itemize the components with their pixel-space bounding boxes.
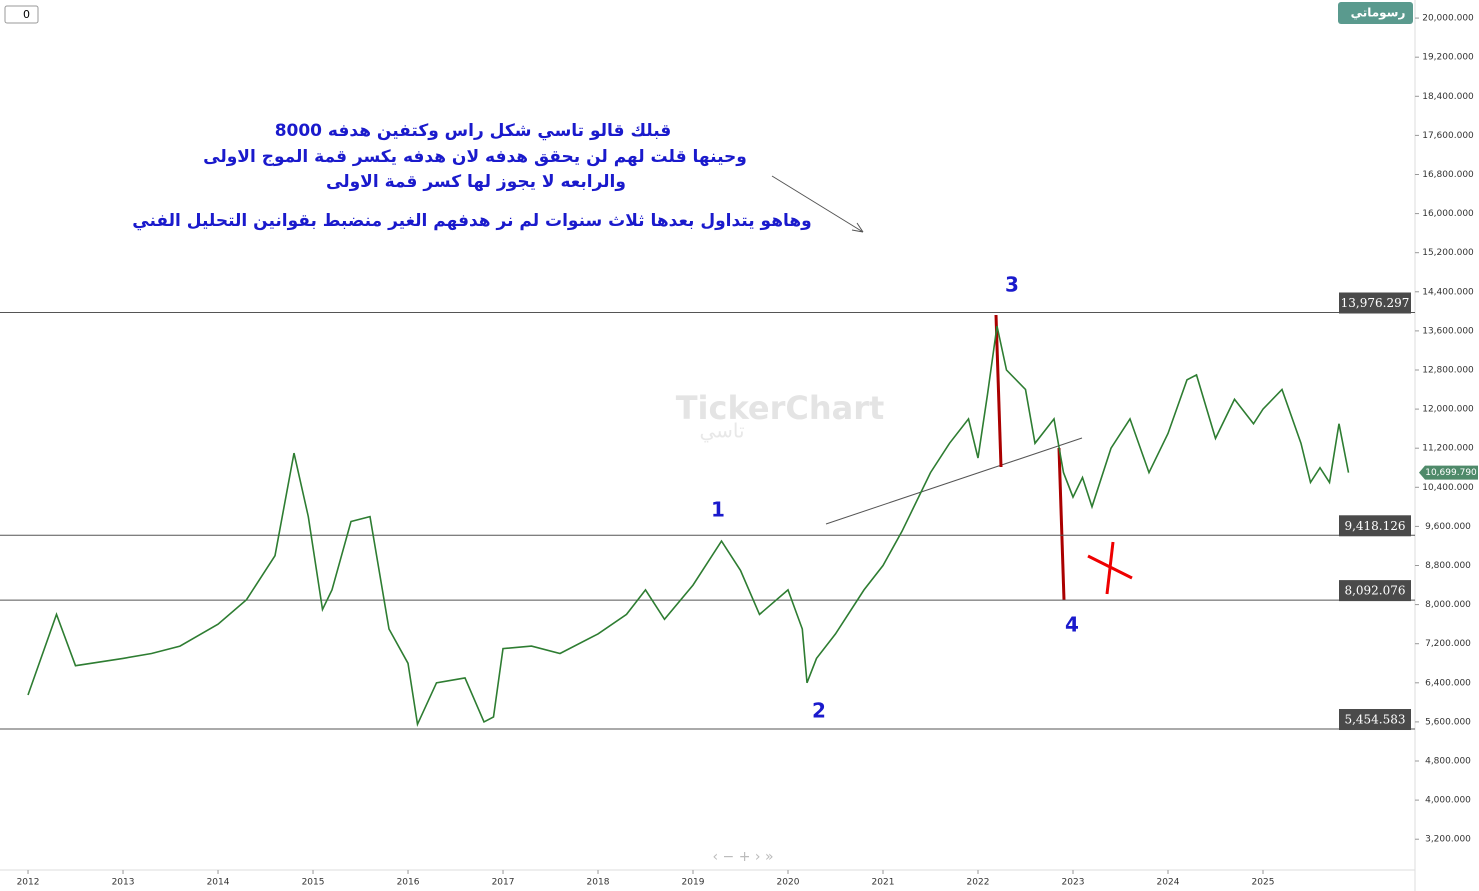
y-tick-label: 10,400.000 bbox=[1422, 483, 1474, 493]
badge[interactable] bbox=[1338, 2, 1413, 24]
y-tick-label: 19,200.000 bbox=[1422, 53, 1474, 63]
y-tick-label: 13,600.000 bbox=[1422, 326, 1474, 336]
y-tick-label: 16,000.000 bbox=[1422, 209, 1474, 219]
y-tick-label: 14,400.000 bbox=[1422, 287, 1474, 297]
level-label-box bbox=[1339, 709, 1411, 731]
x-tick-label: 2025 bbox=[1252, 878, 1275, 888]
x-tick-label: 2024 bbox=[1157, 878, 1180, 888]
y-tick-label: 20,000.000 bbox=[1422, 14, 1474, 24]
level-label: 5,454.583 bbox=[1344, 713, 1405, 727]
y-tick-label: 4,000.000 bbox=[1425, 796, 1471, 806]
y-tick-label: 17,600.000 bbox=[1422, 131, 1474, 141]
x-tick-label: 2021 bbox=[872, 878, 895, 888]
x-tick-label: 2018 bbox=[587, 878, 610, 888]
level-label: 9,418.126 bbox=[1344, 519, 1405, 533]
wave-label: 3 bbox=[1005, 273, 1019, 297]
y-tick-label: 18,400.000 bbox=[1422, 92, 1474, 102]
y-tick-label: 7,200.000 bbox=[1425, 639, 1471, 649]
price-line bbox=[27, 325, 1350, 728]
last-price-box bbox=[1419, 465, 1478, 480]
y-tick-label: 3,200.000 bbox=[1425, 835, 1471, 845]
x-tick-label: 2019 bbox=[682, 878, 705, 888]
wave-line bbox=[994, 314, 1003, 468]
last-price-label: 10,699.790 bbox=[1425, 468, 1477, 478]
badge-text[interactable]: رسوماتي bbox=[1351, 6, 1406, 21]
watermark-sub: تاسي bbox=[699, 419, 744, 444]
input-box[interactable] bbox=[4, 5, 39, 24]
x-tick-label: 2014 bbox=[207, 878, 230, 888]
y-tick-label: 15,200.000 bbox=[1422, 248, 1474, 258]
y-tick-label: 4,800.000 bbox=[1425, 757, 1471, 767]
annotation: قبلك قالو تاسي شكل راس وكتفين هدفه 8000 bbox=[275, 121, 672, 141]
y-tick-label: 16,800.000 bbox=[1422, 170, 1474, 180]
x-tick-label: 2013 bbox=[112, 878, 135, 888]
x-tick-label: 2015 bbox=[302, 878, 325, 888]
y-tick-label: 12,800.000 bbox=[1422, 365, 1474, 375]
watermark: TickerChart bbox=[676, 389, 885, 427]
wave-line bbox=[1057, 447, 1066, 601]
y-tick-label: 5,600.000 bbox=[1425, 717, 1471, 727]
wave-label: 4 bbox=[1065, 613, 1079, 637]
arrow-head bbox=[851, 222, 864, 233]
y-tick-label: 8,000.000 bbox=[1425, 600, 1471, 610]
y-tick-label: 6,400.000 bbox=[1425, 678, 1471, 688]
y-tick-label: 9,600.000 bbox=[1425, 522, 1471, 532]
x-tick-label: 2017 bbox=[492, 878, 515, 888]
input-value[interactable]: 0 bbox=[23, 8, 30, 21]
annotation: والرابعه لا يجوز لها كسر قمة الاولى bbox=[326, 172, 626, 192]
x-tick-label: 2012 bbox=[17, 878, 40, 888]
level-label: 13,976.297 bbox=[1341, 296, 1410, 310]
level-label: 8,092.076 bbox=[1344, 584, 1405, 598]
trendline bbox=[825, 437, 1083, 525]
y-tick-label: 12,000.000 bbox=[1422, 405, 1474, 415]
y-tick-label: 8,800.000 bbox=[1425, 561, 1471, 571]
annotation: وهاهو يتداول بعدها ثلاث سنوات لم نر هدفه… bbox=[132, 211, 811, 231]
x-tick-label: 2022 bbox=[967, 878, 990, 888]
wave-label: 2 bbox=[812, 699, 826, 723]
cross bbox=[1105, 541, 1115, 595]
level-label-box bbox=[1339, 292, 1411, 314]
nav-controls[interactable]: ‹ − + › » bbox=[712, 849, 773, 865]
arrow bbox=[771, 175, 864, 233]
annotation: وحينها قلت لهم لن يحقق هدفه لان هدفه يكس… bbox=[203, 147, 747, 167]
y-tick-label: 11,200.000 bbox=[1422, 444, 1474, 454]
x-tick-label: 2020 bbox=[777, 878, 800, 888]
level-label-box bbox=[1339, 515, 1411, 537]
level-label-box bbox=[1339, 580, 1411, 602]
x-tick-label: 2016 bbox=[397, 878, 420, 888]
wave-label: 1 bbox=[711, 498, 725, 522]
x-tick-label: 2023 bbox=[1062, 878, 1085, 888]
